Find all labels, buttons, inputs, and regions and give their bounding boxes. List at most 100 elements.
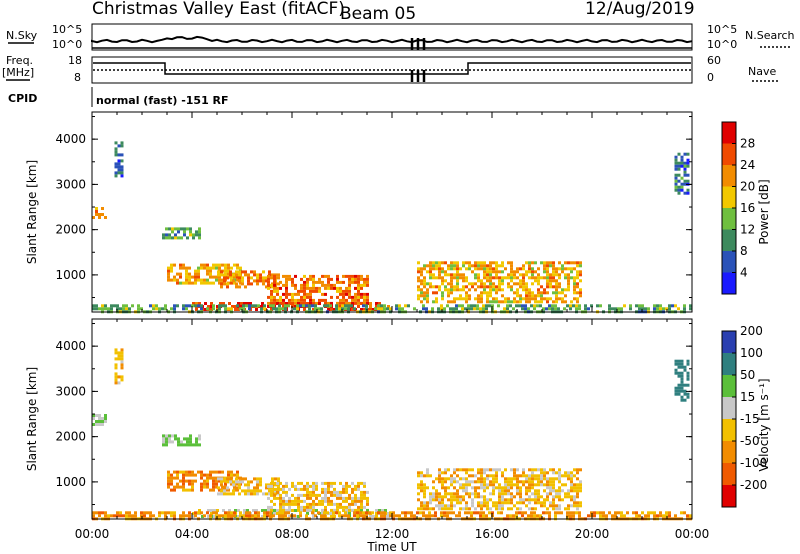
power-echo-cell — [413, 307, 416, 311]
velocity-echo-cell — [227, 488, 230, 492]
power-echo-cell — [417, 294, 420, 298]
power-echo-cell — [282, 292, 285, 296]
power-echo-cell — [558, 273, 561, 277]
power-echo-cell — [194, 275, 197, 279]
power-echo-cell — [279, 295, 282, 299]
power-echo-cell — [573, 267, 576, 271]
velocity-echoes — [92, 348, 692, 521]
power-echo-cell — [525, 291, 528, 295]
power-echo-cell — [347, 304, 350, 308]
velocity-echo-cell — [456, 495, 459, 499]
power-echo-cell — [465, 291, 468, 295]
power-echo-cell — [432, 291, 435, 295]
power-echo-cell — [503, 307, 506, 311]
power-echo-cell — [282, 298, 285, 302]
power-echo-cell — [474, 267, 477, 271]
velocity-echo-cell — [507, 492, 510, 496]
power-echo-cell — [486, 273, 489, 277]
power-echo-cell — [195, 302, 198, 305]
power-echo-cell — [549, 264, 552, 268]
power-echo-cell — [240, 302, 243, 305]
velocity-echo-cell — [495, 507, 498, 511]
power-echo-cell — [459, 297, 462, 301]
power-echo-cell — [488, 304, 491, 308]
power-echo-cell — [221, 304, 224, 308]
velocity-echo-cell — [324, 508, 327, 512]
power-echo-cell — [486, 300, 489, 304]
power-echo-cell — [235, 273, 238, 277]
power-echo-cell — [113, 304, 116, 308]
power-echo-cell — [480, 267, 483, 271]
velocity-echo-cell — [101, 420, 104, 423]
power-echo-cell — [558, 282, 561, 286]
velocity-echo-cell — [213, 515, 216, 518]
velocity-echo-cell — [342, 487, 345, 491]
velocity-echo-cell — [188, 511, 191, 515]
velocity-echo-cell — [270, 499, 273, 503]
velocity-echo-cell — [471, 486, 474, 490]
velocity-echo-cell — [483, 483, 486, 487]
power-echo-cell — [242, 307, 245, 311]
velocity-echo-cell — [291, 502, 294, 506]
velocity-echo-cell — [422, 514, 425, 518]
power-echo-cell — [447, 294, 450, 298]
velocity-echo-cell — [276, 509, 279, 512]
power-echo-cell — [104, 216, 107, 219]
velocity-echo-cell — [312, 484, 315, 488]
velocity-echo-cell — [387, 512, 390, 515]
velocity-echo-cell — [203, 482, 206, 486]
velocity-echo-cell — [540, 501, 543, 505]
power-echo-cell — [288, 277, 291, 281]
velocity-echo-cell — [165, 443, 168, 447]
power-echo-cell — [224, 263, 227, 267]
velocity-echo-cell — [465, 492, 468, 496]
velocity-echo-cell — [546, 483, 549, 487]
velocity-echo-cell — [468, 468, 471, 472]
velocity-echo-cell — [531, 477, 534, 481]
velocity-echo-cell — [543, 498, 546, 502]
power-echo-cell — [312, 277, 315, 281]
power-echo-cell — [239, 266, 242, 270]
velocity-echo-cell — [119, 514, 122, 518]
power-echo-cell — [168, 233, 171, 237]
power-echo-cell — [686, 152, 690, 156]
power-echo-cell — [291, 298, 294, 302]
power-echo-cell — [306, 302, 309, 305]
power-echo-cell — [261, 305, 264, 308]
velocity-echo-cell — [561, 489, 564, 493]
velocity-echo-cell — [168, 440, 171, 444]
velocity-echo-cell — [357, 496, 360, 500]
velocity-echo-cell — [191, 482, 194, 486]
power-echo-cell — [459, 276, 462, 280]
velocity-echo-cell — [183, 437, 186, 441]
power-echo-cell — [629, 304, 632, 308]
power-echo-cell — [206, 307, 209, 311]
power-echo-cell — [235, 285, 238, 289]
velocity-echo-cell — [195, 440, 198, 444]
velocity-echo-cell — [468, 474, 471, 478]
power-echo-cell — [125, 304, 128, 308]
velocity-echo-cell — [668, 511, 671, 515]
power-echo-cell — [281, 307, 284, 311]
velocity-echo-cell — [263, 511, 266, 515]
power-echo-cell — [209, 266, 212, 270]
velocity-echo-cell — [486, 486, 489, 490]
velocity-echo-cell — [256, 480, 259, 484]
velocity-echo-cell — [191, 473, 194, 477]
velocity-echo-cell — [434, 514, 437, 518]
velocity-echo-cell — [638, 514, 641, 518]
power-echo-cell — [285, 286, 288, 290]
velocity-echo-cell — [435, 504, 438, 508]
velocity-echo-cell — [339, 481, 342, 485]
power-echo-cell — [435, 276, 438, 280]
power-echo-cell — [294, 292, 297, 296]
velocity-echo-cell — [321, 496, 324, 500]
power-echo-cell — [342, 301, 345, 305]
power-echo-cell — [450, 279, 453, 283]
power-echo-cell — [524, 304, 527, 308]
power-echo-cell — [536, 304, 539, 308]
velocity-echo-cell — [232, 480, 235, 484]
velocity-echo-cell — [456, 498, 459, 502]
velocity-echo-cell — [573, 495, 576, 499]
power-echo-cell — [483, 261, 486, 265]
